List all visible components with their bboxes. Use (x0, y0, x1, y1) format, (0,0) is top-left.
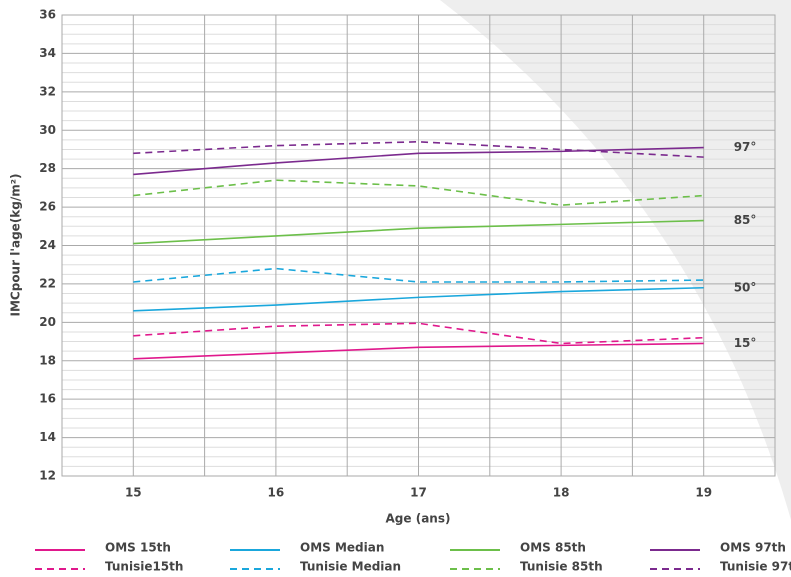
x-tick-label: 19 (695, 486, 712, 500)
legend-label: Tunisie15th (105, 560, 183, 574)
y-axis-label: IMCpour l'age(kg/m²) (9, 174, 23, 317)
y-tick-label: 34 (39, 46, 56, 60)
y-tick-label: 14 (39, 430, 56, 444)
series-line (133, 146, 704, 176)
x-tick-label: 18 (553, 486, 570, 500)
y-tick-label: 30 (39, 123, 56, 137)
legend-label: OMS 97th (720, 541, 786, 555)
series-line (133, 286, 704, 312)
legend-label: OMS Median (300, 541, 384, 555)
series-line (133, 219, 704, 245)
legend-label: Tunisie Median (300, 560, 401, 574)
y-tick-label: 28 (39, 161, 56, 175)
y-tick-label: 32 (39, 84, 56, 98)
legend-label: Tunisie 85th (520, 560, 603, 574)
y-tick-label: 22 (39, 276, 56, 290)
x-tick-label: 15 (125, 486, 142, 500)
y-tick-label: 24 (39, 238, 56, 252)
background-shape (440, 0, 791, 520)
x-tick-label: 16 (268, 486, 285, 500)
end-label: 85° (734, 213, 757, 227)
legend-label: Tunisie 97th (720, 560, 791, 574)
x-tick-label: 17 (410, 486, 427, 500)
y-tick-label: 26 (39, 200, 56, 214)
x-axis-label: Age (ans) (386, 512, 451, 526)
legend-label: OMS 15th (105, 541, 171, 555)
legend-label: OMS 85th (520, 541, 586, 555)
y-tick-label: 18 (39, 353, 56, 367)
y-tick-label: 12 (39, 469, 56, 483)
end-label: 50° (734, 280, 757, 294)
y-tick-label: 16 (39, 392, 56, 406)
end-label: 97° (734, 140, 757, 154)
y-tick-label: 20 (39, 315, 56, 329)
series-line (133, 342, 704, 360)
y-tick-label: 36 (39, 8, 56, 22)
end-label: 15° (734, 336, 757, 350)
